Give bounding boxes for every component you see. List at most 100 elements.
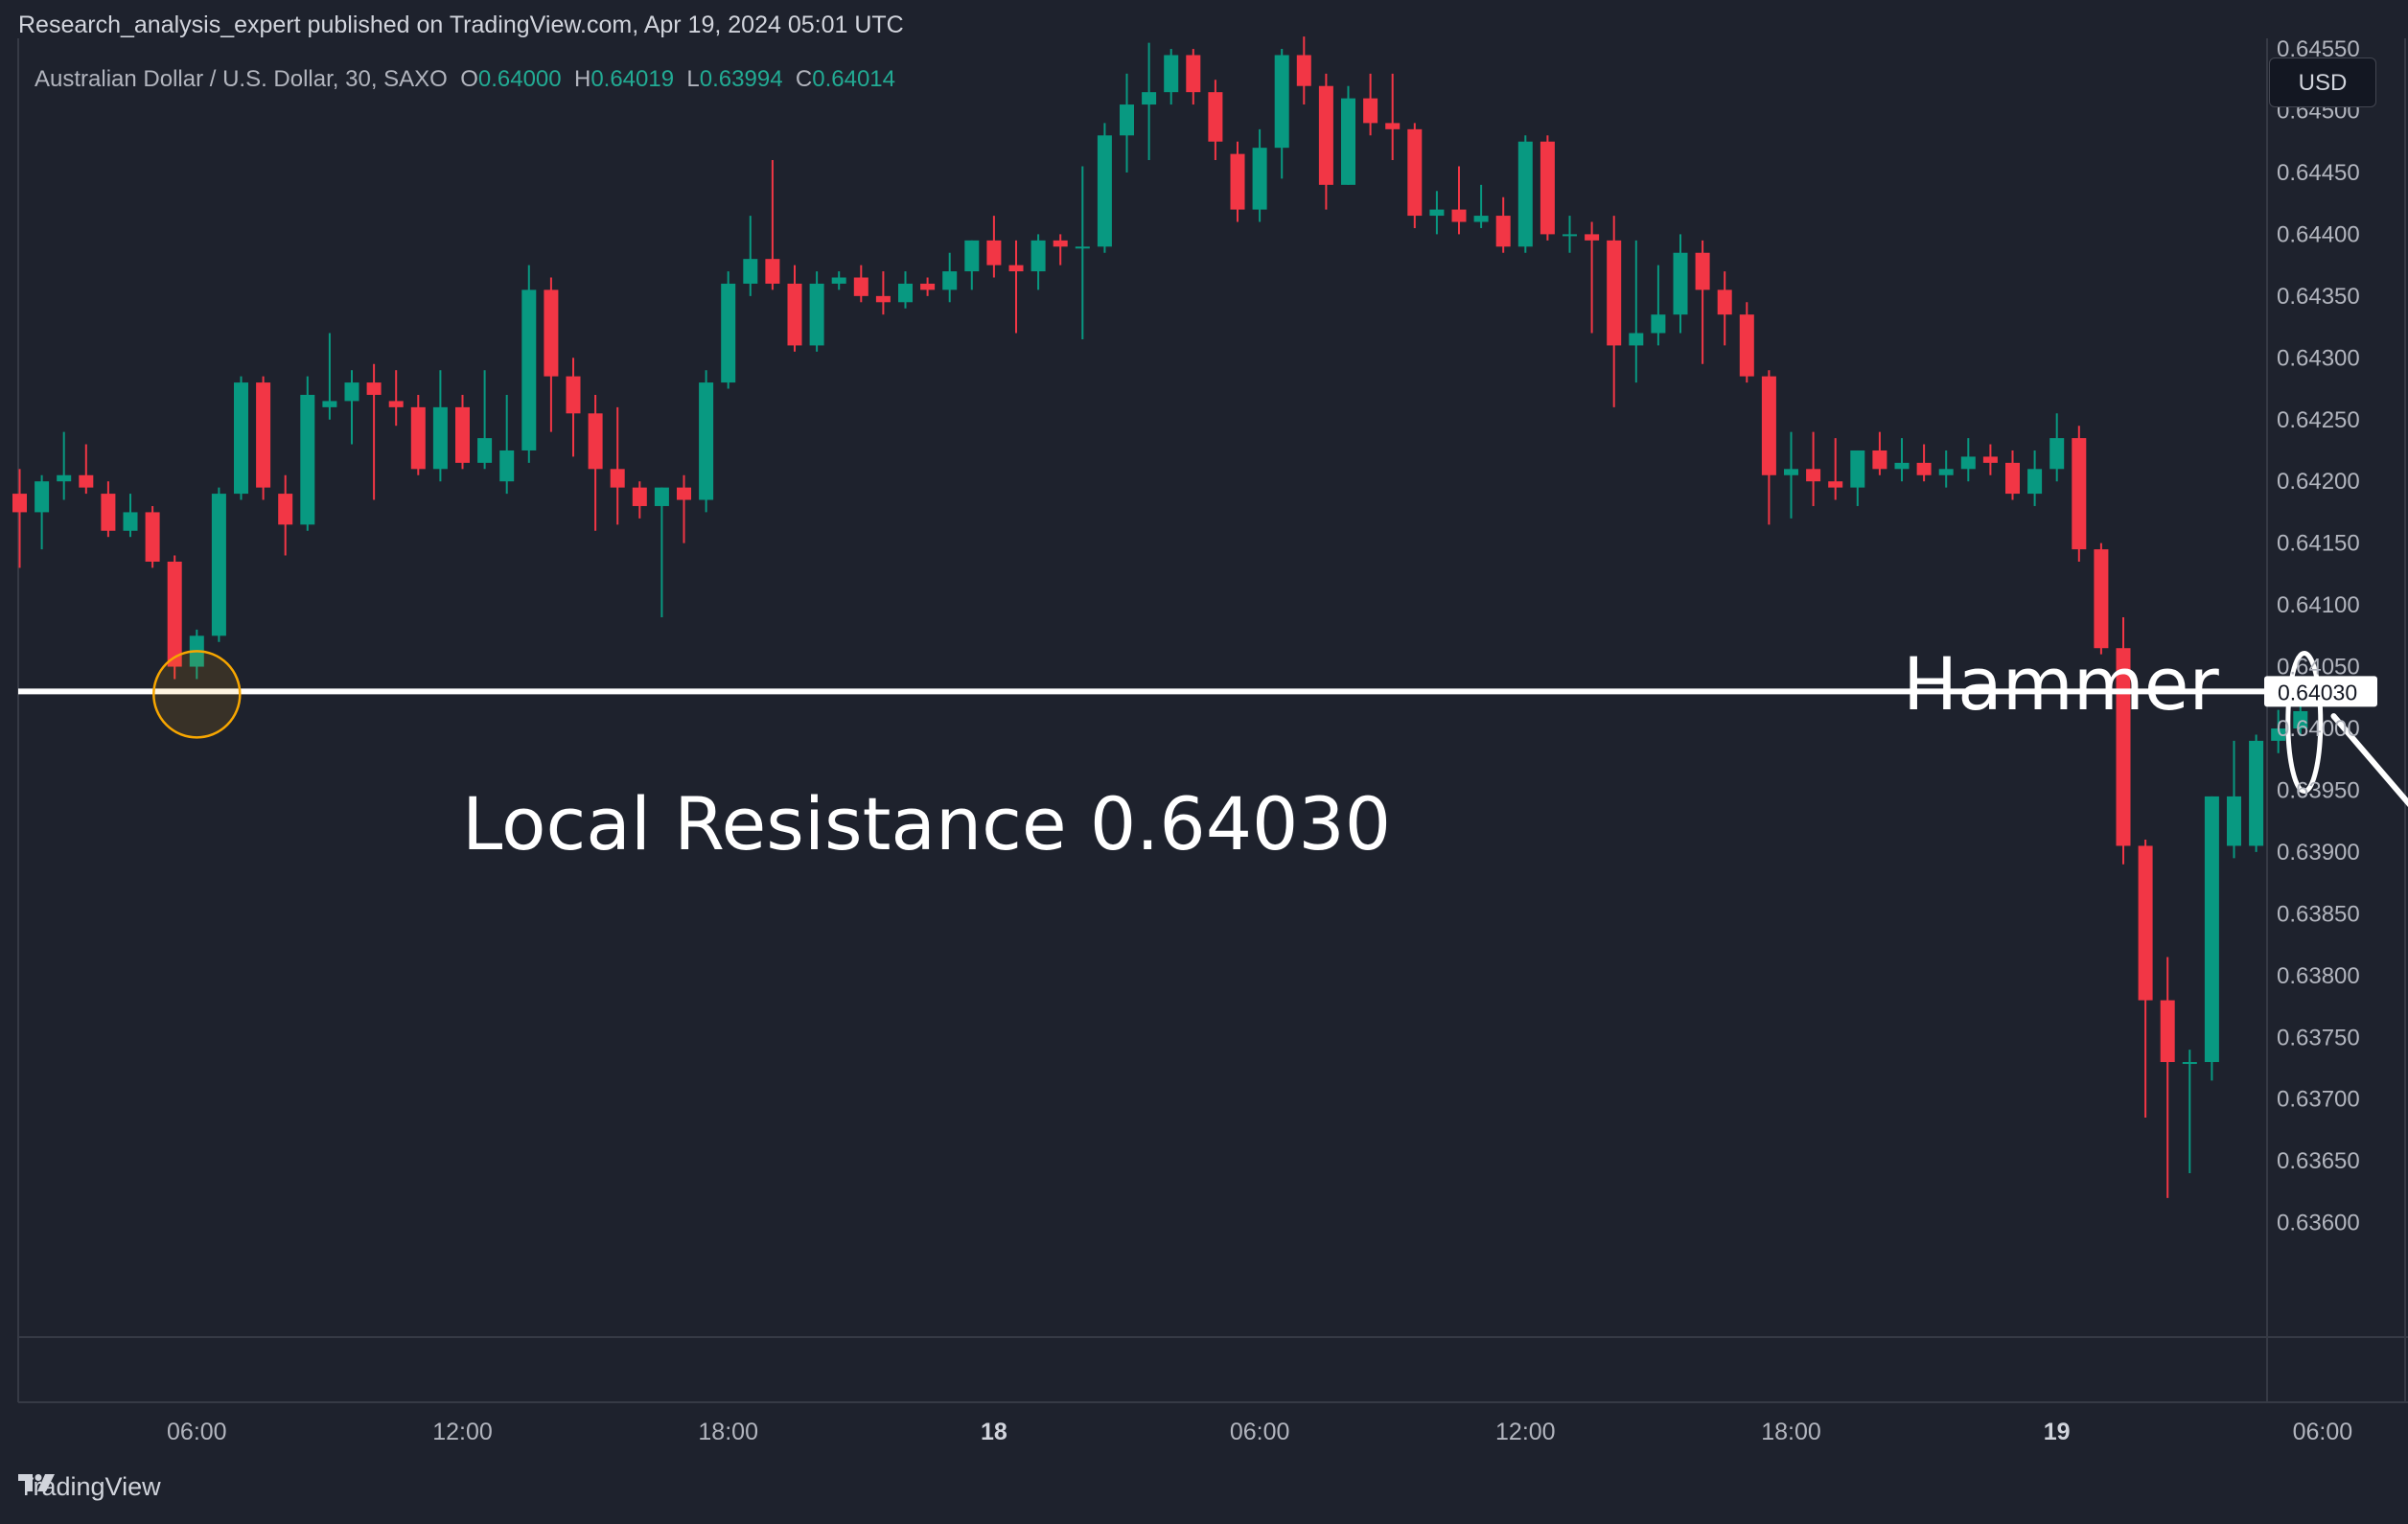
candle xyxy=(1473,184,1489,228)
candle-body xyxy=(1938,469,1954,475)
candle-body xyxy=(1585,234,1600,241)
candle xyxy=(1563,216,1577,253)
candle xyxy=(1517,135,1533,253)
candle xyxy=(2182,1050,2197,1174)
candle xyxy=(1717,271,1732,346)
candle-body xyxy=(234,382,248,495)
candle-body xyxy=(809,283,824,346)
candle xyxy=(1828,438,1843,500)
candle-body xyxy=(79,474,94,488)
candle xyxy=(1806,431,1821,506)
candle xyxy=(1960,438,1976,482)
candle xyxy=(2249,734,2264,852)
candle xyxy=(1894,438,1910,482)
candle xyxy=(234,376,248,500)
support-touch-circle xyxy=(152,650,242,739)
low-value: 0.63994 xyxy=(699,66,783,92)
candle xyxy=(1695,240,1710,364)
candle-body xyxy=(1872,450,1887,470)
candle xyxy=(677,474,691,543)
candle-body xyxy=(942,271,958,290)
candle xyxy=(566,358,581,457)
candle-body xyxy=(1517,141,1533,247)
candle-body xyxy=(2027,469,2043,495)
candle-body xyxy=(1540,141,1555,235)
candle xyxy=(721,271,736,389)
currency-button[interactable]: USD xyxy=(2269,58,2376,107)
candle-body xyxy=(1097,135,1112,247)
price-tick-label: 0.63800 xyxy=(2277,963,2360,989)
candle-body xyxy=(1075,246,1090,249)
time-tick-label: 06:00 xyxy=(1230,1419,1290,1445)
candle xyxy=(1120,73,1134,173)
candle-body xyxy=(544,289,559,377)
close-label: C xyxy=(795,66,813,92)
candle-body xyxy=(1850,450,1865,488)
candle xyxy=(2116,616,2131,865)
candle-body xyxy=(2094,549,2109,649)
candle xyxy=(410,394,426,475)
candle-body xyxy=(366,382,382,395)
candle xyxy=(942,252,958,303)
candle xyxy=(2072,426,2087,562)
candle xyxy=(964,240,980,290)
candle xyxy=(145,505,160,568)
candle-body xyxy=(588,413,603,470)
candle xyxy=(2094,543,2109,655)
candle xyxy=(1739,302,1754,383)
time-axis[interactable]: 06:0012:0018:001806:0012:0018:001906:001… xyxy=(167,1419,2408,1445)
price-axis[interactable]: 0.645500.645000.644500.644000.643500.643… xyxy=(2264,36,2377,1236)
candle xyxy=(1274,49,1289,179)
candle-body xyxy=(1451,209,1467,222)
price-tick-label: 0.64200 xyxy=(2277,469,2360,495)
candle-body xyxy=(1429,209,1445,217)
candle-body xyxy=(2138,845,2153,1001)
price-tick-label: 0.64400 xyxy=(2277,221,2360,247)
candle-body xyxy=(2072,438,2087,550)
candle xyxy=(1495,196,1511,253)
candle xyxy=(875,271,891,315)
candle-body xyxy=(1296,55,1311,86)
candle xyxy=(1318,73,1333,210)
candle-body xyxy=(1008,265,1024,272)
candle xyxy=(809,271,824,352)
candle-body xyxy=(1407,128,1423,217)
candle xyxy=(1585,221,1600,334)
price-tick-label: 0.63650 xyxy=(2277,1148,2360,1174)
candle-body xyxy=(1607,240,1622,346)
candle xyxy=(2293,704,2308,736)
candle xyxy=(765,160,780,290)
tradingview-brand[interactable]: TradingView xyxy=(18,1472,161,1502)
candle-body xyxy=(1473,216,1489,222)
candle-body xyxy=(875,295,891,303)
candle-body xyxy=(1142,92,1157,105)
candle-body xyxy=(1894,462,1910,470)
candle xyxy=(1252,128,1267,222)
resistance-price-tag xyxy=(2264,676,2377,707)
candle xyxy=(79,444,94,495)
open-value: 0.64000 xyxy=(477,66,562,92)
candle-body xyxy=(1563,234,1577,237)
candle xyxy=(278,474,293,556)
candle-body xyxy=(211,494,226,636)
candle xyxy=(1872,431,1887,475)
candle-body xyxy=(831,277,846,284)
candle xyxy=(1938,450,1954,488)
candle xyxy=(57,431,72,500)
hammer-label: Hammer xyxy=(1903,641,2220,727)
candle xyxy=(1607,216,1622,407)
price-tick-label: 0.64150 xyxy=(2277,531,2360,557)
candle-body xyxy=(677,487,691,500)
candle-body xyxy=(1828,481,1843,488)
price-tick-label: 0.64300 xyxy=(2277,345,2360,371)
candle-body xyxy=(1629,333,1644,346)
candle xyxy=(1916,444,1932,482)
candle-body xyxy=(1673,252,1688,315)
candle xyxy=(455,394,470,470)
price-tick-label: 0.63700 xyxy=(2277,1087,2360,1113)
candle xyxy=(1097,123,1112,253)
candle-body xyxy=(278,494,293,525)
hammer-ellipse xyxy=(2285,651,2324,795)
